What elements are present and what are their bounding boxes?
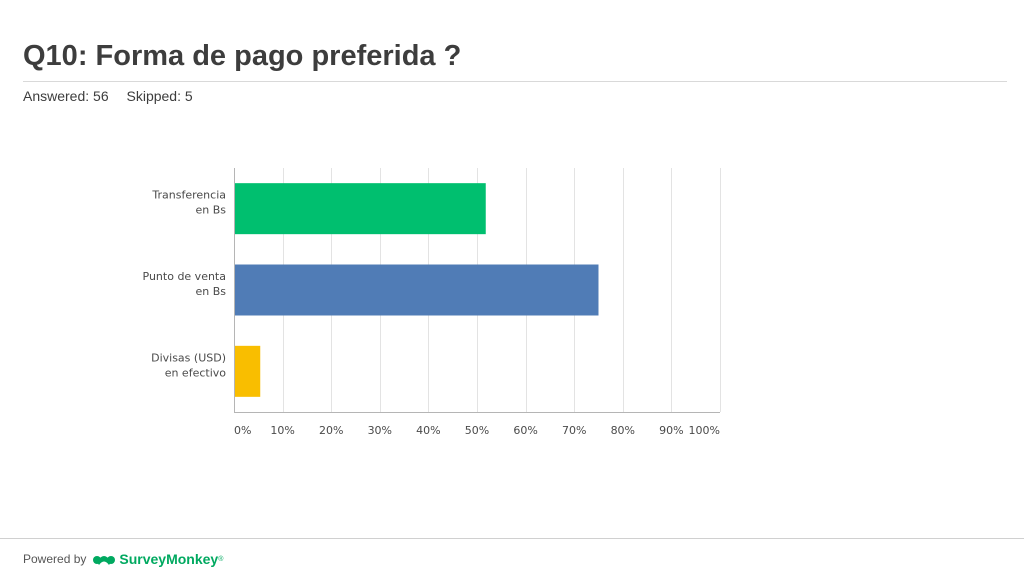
powered-by-label: Powered by (23, 552, 87, 566)
x-tick-label: 40% (416, 424, 440, 437)
x-tick-label: 0% (234, 424, 251, 437)
category-label: Punto de venta en Bs (143, 270, 227, 298)
surveymonkey-brand[interactable]: SurveyMonkey (119, 551, 219, 567)
category-label-line: Transferencia (151, 189, 226, 202)
x-tick-label: 70% (562, 424, 586, 437)
category-label: Divisas (USD) en efectivo (151, 351, 226, 379)
skipped-count: Skipped: 5 (126, 88, 193, 104)
page-title: Q10: Forma de pago preferida ? (23, 40, 462, 72)
x-tick-label: 50% (465, 424, 489, 437)
x-tick-label: 10% (270, 424, 294, 437)
category-label-line: en efectivo (165, 366, 227, 379)
category-label: Transferencia en Bs (151, 189, 226, 217)
x-tick-label: 60% (513, 424, 537, 437)
surveymonkey-logo-icon[interactable] (92, 550, 116, 568)
category-label-line: Punto de venta (143, 270, 226, 283)
x-tick-label: 100% (689, 424, 720, 437)
response-summary: Answered: 56 Skipped: 5 (23, 88, 193, 104)
registered-mark: ® (218, 555, 224, 563)
x-tick-label: 90% (659, 424, 683, 437)
x-tick-label: 80% (611, 424, 635, 437)
bar (234, 264, 599, 316)
category-label-line: Divisas (USD) (151, 351, 226, 364)
x-tick-label: 20% (319, 424, 343, 437)
footer-divider (0, 538, 1024, 539)
answered-count: Answered: 56 (23, 88, 109, 104)
bar (234, 183, 486, 235)
category-label-line: en Bs (195, 285, 226, 298)
category-label-line: en Bs (195, 204, 226, 217)
title-divider (23, 81, 1007, 82)
footer: Powered by SurveyMonkey ® (23, 549, 223, 569)
bar (234, 345, 261, 397)
x-tick-label: 30% (368, 424, 392, 437)
